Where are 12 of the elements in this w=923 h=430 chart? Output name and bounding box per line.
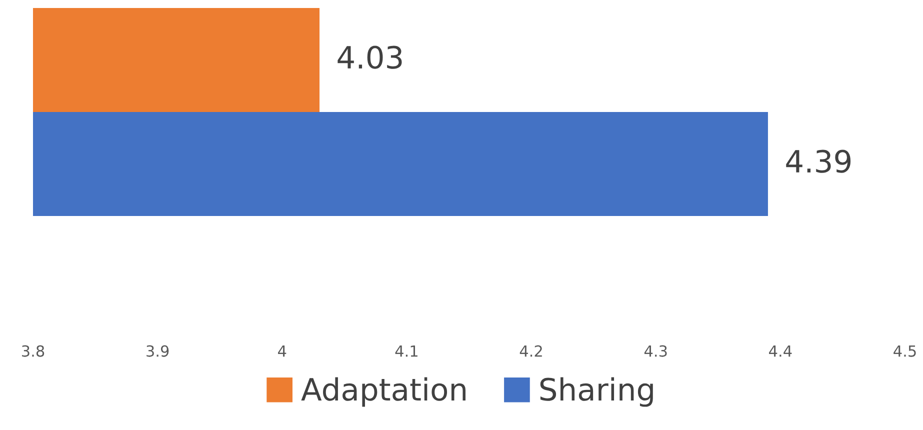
data-label: 4.03 (338, 46, 402, 69)
x-tick-label: 4 (278, 345, 286, 357)
x-tick-label: 4.4 (769, 345, 792, 357)
x-tick-label: 4.1 (395, 345, 418, 357)
x-tick-label: 4.5 (894, 345, 916, 357)
x-tick-label: 4.3 (644, 345, 667, 357)
x-tick-label: 4.2 (520, 345, 542, 357)
legend-label: Adaptation (301, 377, 466, 407)
x-tick-label: 3.9 (146, 345, 169, 357)
x-tick-label: 3.8 (22, 345, 44, 357)
data-label: 4.39 (786, 150, 851, 173)
legend-label: Sharing (540, 377, 653, 407)
